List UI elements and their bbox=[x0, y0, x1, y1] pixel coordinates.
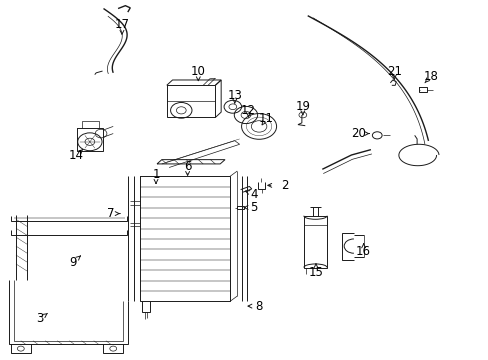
Text: 8: 8 bbox=[255, 300, 262, 312]
Text: 20: 20 bbox=[350, 127, 366, 140]
Text: 12: 12 bbox=[241, 104, 255, 117]
Text: 10: 10 bbox=[190, 64, 205, 77]
Text: 1: 1 bbox=[152, 168, 160, 181]
Text: 9: 9 bbox=[69, 256, 77, 269]
Text: 15: 15 bbox=[308, 266, 323, 279]
Text: 4: 4 bbox=[250, 188, 258, 201]
Text: 18: 18 bbox=[423, 70, 437, 83]
Text: 6: 6 bbox=[183, 160, 191, 173]
Text: 7: 7 bbox=[107, 207, 114, 220]
Text: 21: 21 bbox=[386, 64, 401, 77]
Bar bbox=[303, 216, 326, 267]
Text: 16: 16 bbox=[355, 245, 370, 258]
Text: 13: 13 bbox=[227, 89, 242, 102]
Text: 17: 17 bbox=[114, 18, 129, 31]
Text: 14: 14 bbox=[68, 149, 83, 162]
Text: 3: 3 bbox=[37, 312, 44, 325]
Text: 5: 5 bbox=[250, 201, 257, 214]
Text: 19: 19 bbox=[295, 100, 310, 113]
Text: 11: 11 bbox=[258, 112, 273, 125]
Text: 2: 2 bbox=[281, 179, 288, 192]
